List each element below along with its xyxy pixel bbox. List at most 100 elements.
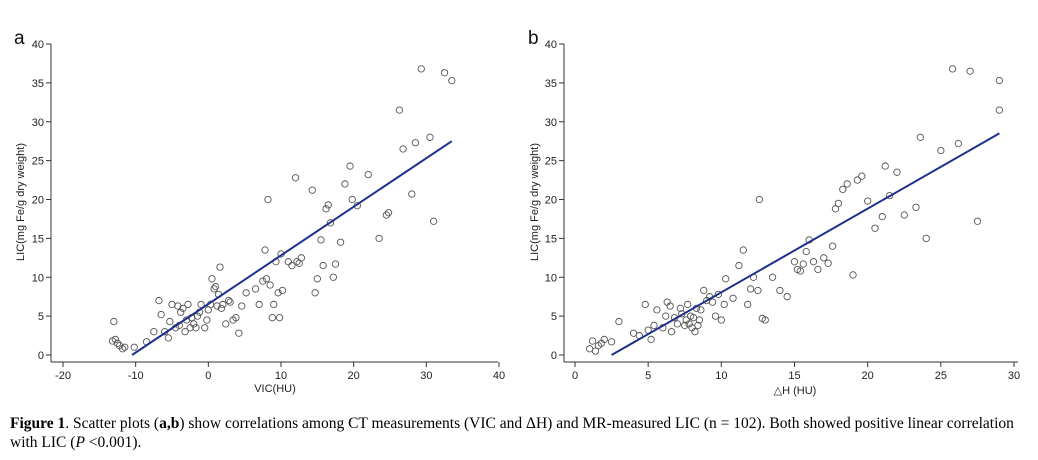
x-axis-label-b: △H (HU)	[774, 385, 817, 397]
x-tick-label: 10	[275, 370, 287, 382]
data-point	[297, 254, 305, 262]
x-tick-label: 20	[348, 370, 360, 382]
data-point	[232, 314, 240, 322]
data-point	[954, 139, 963, 148]
panel-label-b: b	[528, 28, 539, 49]
data-point	[375, 234, 383, 243]
y-tick-label: 40	[32, 39, 44, 51]
data-point	[399, 145, 407, 153]
data-point	[238, 302, 246, 310]
y-tick-label: 40	[545, 39, 557, 51]
data-point	[177, 308, 185, 316]
x-tick-label: 30	[420, 370, 432, 382]
data-point	[130, 343, 138, 351]
data-point	[270, 300, 278, 309]
data-point	[820, 254, 828, 262]
y-axis-label-a: LIC(mg Fe/g dry weight)	[15, 143, 27, 261]
data-point	[600, 335, 608, 344]
data-point	[691, 328, 699, 336]
data-point	[426, 133, 434, 141]
points-b	[585, 65, 1004, 355]
data-point	[695, 316, 704, 324]
caption-text-2: ) show correlations among CT measurement…	[10, 415, 1014, 451]
data-point	[697, 306, 705, 314]
data-point	[676, 304, 685, 312]
data-point	[193, 312, 202, 320]
x-ticks-a: -20 -10 0 10 20 30 40	[55, 362, 505, 382]
data-point	[834, 199, 843, 208]
data-point	[720, 300, 728, 309]
y-tick-label: 15	[32, 233, 44, 245]
data-point	[251, 285, 260, 293]
data-point	[311, 289, 319, 297]
points-a	[108, 65, 456, 353]
data-point	[881, 162, 889, 170]
data-point	[308, 186, 316, 194]
y-tick-label: 25	[545, 156, 557, 168]
data-point	[284, 258, 292, 266]
caption-figure-label: Figure 1	[10, 415, 66, 432]
data-point	[937, 146, 945, 155]
data-point	[722, 275, 730, 283]
data-point	[828, 242, 837, 250]
data-point	[761, 316, 769, 324]
data-point	[684, 300, 692, 309]
data-point	[871, 224, 879, 232]
data-point	[346, 162, 354, 170]
y-tick-label: 10	[32, 272, 44, 284]
x-tick-label: 15	[788, 370, 800, 382]
data-point	[853, 176, 862, 184]
data-point	[708, 298, 717, 306]
data-point	[667, 328, 676, 336]
data-point	[824, 259, 832, 267]
data-point	[226, 298, 234, 306]
data-point	[324, 201, 332, 209]
data-point	[900, 211, 908, 219]
data-point	[796, 267, 805, 275]
data-point	[203, 316, 211, 324]
x-tick-label: -20	[55, 370, 71, 382]
y-tick-label: 30	[32, 117, 44, 129]
data-point	[995, 76, 1004, 85]
data-point	[916, 133, 924, 141]
data-point	[192, 324, 200, 332]
x-tick-label: 25	[935, 370, 947, 382]
data-point	[864, 197, 872, 205]
data-point	[700, 286, 708, 295]
data-point	[746, 285, 755, 293]
data-point	[735, 261, 743, 270]
data-point	[448, 76, 456, 85]
data-point	[440, 69, 449, 77]
data-point	[382, 211, 391, 219]
data-point	[121, 343, 129, 351]
data-point	[317, 236, 325, 244]
data-point	[111, 335, 119, 344]
caption-text-1: . Scatter plots (	[65, 415, 160, 432]
data-point	[429, 217, 438, 225]
data-point	[341, 180, 349, 188]
caption-text-3: <0.001).	[84, 434, 142, 451]
data-point	[157, 310, 165, 319]
data-point	[336, 238, 345, 246]
data-point	[878, 212, 886, 221]
x-tick-label: 40	[493, 370, 505, 382]
data-point	[790, 258, 799, 266]
data-point	[322, 205, 330, 213]
data-point	[912, 203, 920, 211]
data-point	[814, 265, 822, 274]
panel-label-a: a	[14, 28, 25, 49]
data-point	[717, 316, 725, 324]
data-point	[313, 275, 321, 283]
data-point	[186, 324, 194, 332]
caption-p-symbol: P	[75, 434, 85, 451]
data-point	[995, 106, 1004, 114]
data-point	[839, 185, 847, 194]
data-point	[417, 65, 425, 73]
caption-panels: a,b	[159, 415, 180, 432]
data-point	[662, 312, 670, 320]
data-point	[164, 334, 173, 342]
data-point	[216, 263, 224, 271]
fit-line-a	[131, 140, 453, 356]
